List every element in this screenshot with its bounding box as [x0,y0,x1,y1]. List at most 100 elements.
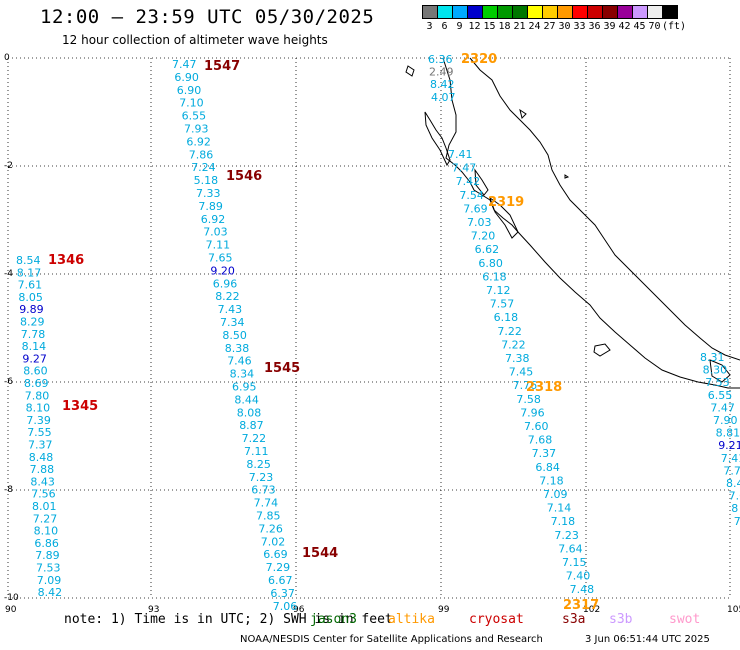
wave-height-value: 8.87 [239,419,264,432]
wave-height-value: 7.65 [208,252,233,265]
wave-height-value: 7.02 [261,535,286,548]
wave-height-value: 7.29 [266,561,291,574]
wave-height-value: 7.69 [463,202,488,215]
wave-height-value: 8.54 [16,254,41,267]
wave-height-value: 6.62 [475,243,500,256]
scale-label: 21 [513,21,526,32]
wave-height-value: 7.23 [554,529,579,542]
y-tick-label: -8 [4,485,13,495]
wave-height-value: 8.05 [18,291,43,304]
wave-height-value: 6.73 [251,484,276,497]
wave-height-value: 7.74 [254,497,279,510]
scale-label: 42 [618,21,631,32]
wave-height-value: 7.41 [721,452,740,465]
wave-height-value: 8.48 [29,451,54,464]
lat-lon-grid [7,57,731,599]
scale-label: 27 [543,21,556,32]
wave-height-value: 7.7 [723,464,740,477]
wave-height-value: 8.50 [222,329,247,342]
satellite-legend-item: jason3 [310,612,357,627]
wave-height-value: 6.92 [201,213,226,226]
wave-height-value: 7.6 [729,490,740,503]
wave-height-value: 7.47 [452,162,477,175]
wave-height-value: 7.60 [524,420,549,433]
wave-height-value: 7.23 [249,471,273,484]
wave-height-value: 6.55 [708,389,733,402]
wave-height-value: 7.34 [220,316,245,329]
wave-height-value: 7.11 [244,445,269,458]
wave-height-color-scale [422,5,678,19]
wave-height-value: 7.57 [490,298,515,311]
wave-height-value: 6.84 [535,461,560,474]
coastline [405,57,740,389]
wave-height-value: 8.01 [32,500,57,513]
wave-height-value: 9.27 [22,352,47,365]
wave-height-value: 6.95 [232,381,257,394]
wave-height-value: 2.49 [429,66,454,79]
scale-label: 9 [456,21,463,32]
wave-height-value: 6.96 [213,277,238,290]
x-tick-label: 99 [438,605,450,615]
track-time-label: 2319 [488,195,524,210]
scale-label: 33 [573,21,586,32]
satellite-legend-item: altika [388,612,435,627]
wave-height-value: 7.86 [189,148,214,161]
x-tick-label: 102 [583,605,600,615]
wave-height-value: 7.12 [486,284,511,297]
axis-tick-labels: 90 93 96 99 102 105 0 -2 -4 -6 -8 -10 [4,53,740,615]
wave-height-value: 7.03 [467,216,492,229]
scale-swatch [662,5,678,19]
track-time-label: 1547 [204,59,240,74]
wave-height-value: 7.18 [551,515,576,528]
scale-label: 36 [588,21,601,32]
scale-label: 39 [603,21,616,32]
wave-height-value: 6.18 [494,311,518,324]
wave-height-value: 8.42 [38,586,63,599]
wave-height-value: 6.18 [482,270,507,283]
wave-height-value: 7.06 [273,600,298,613]
track-time-label: 1545 [264,361,300,376]
wave-height-value: 6.80 [478,257,503,270]
track-time-label: 1346 [48,253,84,268]
wave-height-value: 7.39 [26,414,51,427]
x-tick-label: 96 [293,605,305,615]
wave-height-value: 7.89 [35,549,60,562]
wave-height-value: 7.22 [242,432,267,445]
wave-height-value: 7.26 [258,522,283,535]
wave-height-value: 7.85 [256,510,281,523]
y-tick-label: 0 [4,53,10,63]
x-tick-label: 105 [727,605,740,615]
wave-height-value: 7.22 [501,338,526,351]
wave-height-value: 7.40 [566,570,591,583]
wave-height-value: 5.18 [194,174,219,187]
wave-height-value: 7.48 [570,583,595,596]
wave-height-value: 7.54 [459,189,484,202]
scale-label: 70 [648,21,661,32]
wave-height-value: 8.60 [23,365,48,378]
map-subtitle: 12 hour collection of altimeter wave hei… [62,33,328,47]
wave-height-value: 7.53 [36,562,61,575]
credit-text: NOAA/NESDIS Center for Satellite Applica… [240,634,543,645]
generated-time: 3 Jun 06:51:44 UTC 2025 [585,634,710,645]
wave-height-value: 8.14 [22,340,46,353]
wave-height-value: 7.41 [448,148,473,161]
wave-height-value: 8.34 [230,368,255,381]
wave-height-value: 9.89 [19,303,44,316]
wave-height-value: 7.46 [227,355,252,368]
footer-note: note: 1) Time is in UTC; 2) SWH is in fe… [64,612,393,627]
wave-height-value: 8.30 [703,364,728,377]
wave-height-value: 7.47 [710,401,735,414]
wave-height-value: 7.88 [30,463,54,476]
wave-height-value: 6.55 [182,110,207,123]
wave-height-value: 7.42 [456,175,481,188]
wave-height-value: 9.20 [210,264,235,277]
track-time-label: 1546 [226,169,262,184]
wave-height-value: 7.76 [513,379,538,392]
wave-height-value: 7.80 [25,389,50,402]
wave-height-value: 7.15 [562,556,587,569]
track-time-label: 2318 [526,380,562,395]
wave-height-value: 7.56 [31,488,56,501]
wave-height-value: 7.18 [539,474,564,487]
wave-height-value: 7.78 [21,328,46,341]
